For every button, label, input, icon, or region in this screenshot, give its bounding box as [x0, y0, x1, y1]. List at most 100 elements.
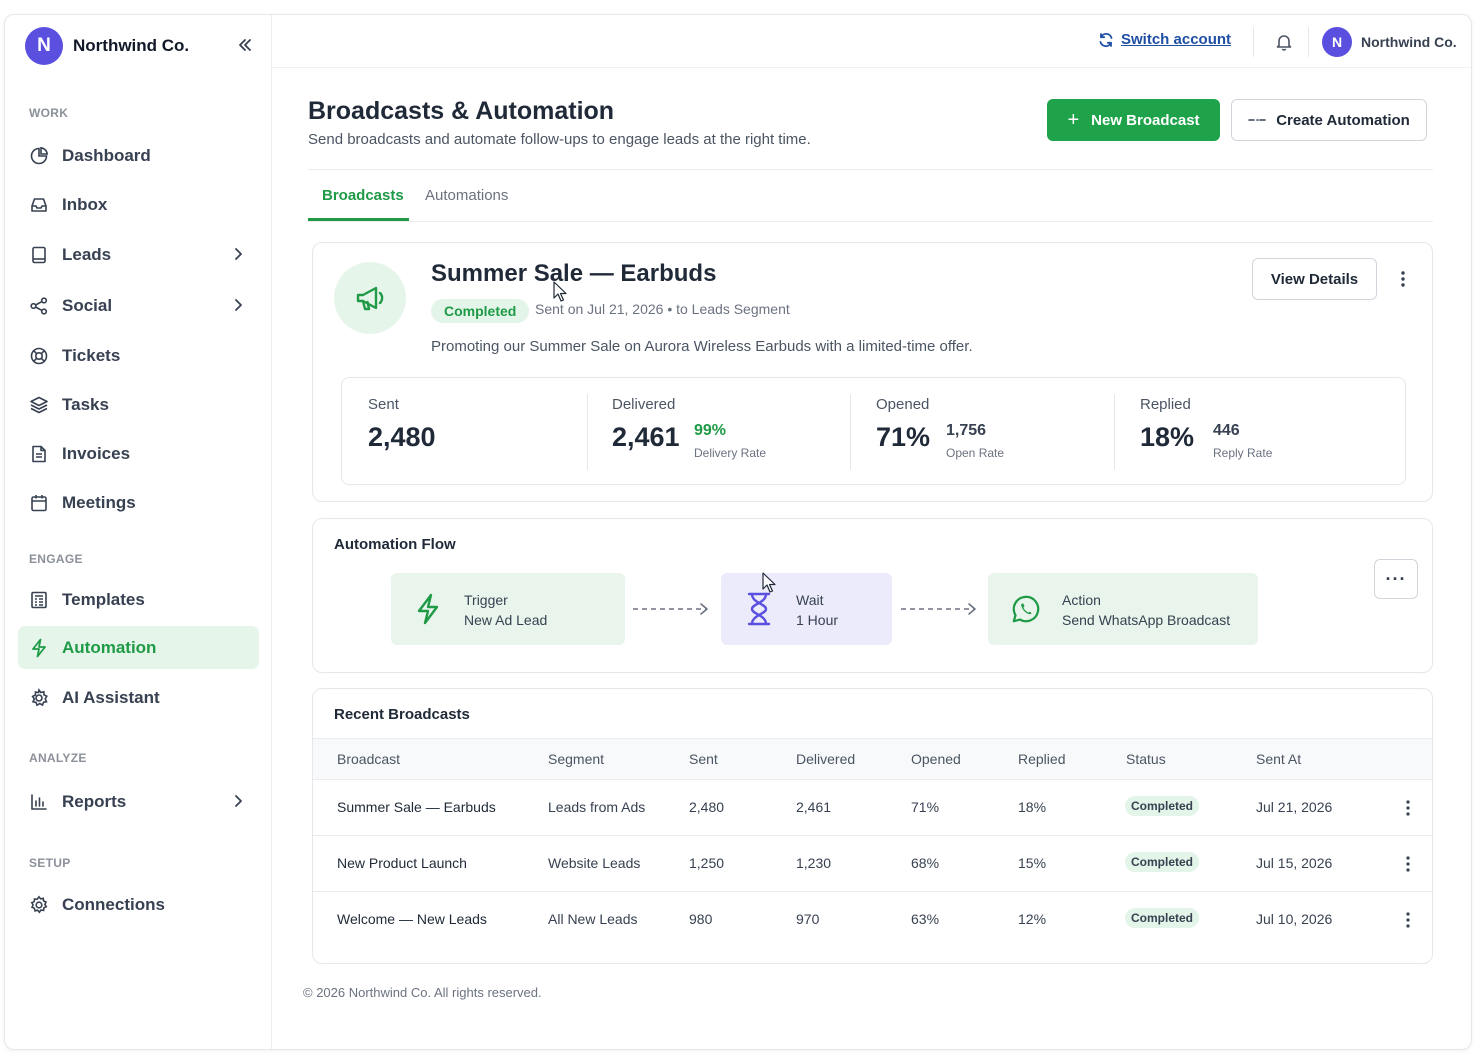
- kebab-icon: [1401, 271, 1405, 287]
- automation-flow-title: Automation Flow: [334, 536, 456, 553]
- new-broadcast-label: New Broadcast: [1091, 111, 1200, 129]
- app-window: N Northwind Co. WORK Dashboard Inbox Lea…: [4, 14, 1472, 1050]
- flow-arrow: [901, 603, 976, 615]
- collapse-sidebar-button[interactable]: [234, 34, 256, 56]
- bolt-icon: [413, 593, 443, 625]
- sidebar-item-label: Connections: [62, 894, 165, 914]
- gear-icon: [29, 894, 49, 915]
- sidebar-item-invoices[interactable]: Invoices: [18, 432, 259, 475]
- template-icon: [29, 590, 49, 610]
- flow-node-kind: Trigger: [464, 592, 508, 608]
- column-header: Status: [1126, 751, 1166, 767]
- table-row[interactable]: Summer Sale — Earbuds Leads from Ads 2,4…: [313, 780, 1432, 836]
- flow-more-button[interactable]: ···: [1374, 559, 1418, 599]
- sidebar-item-meetings[interactable]: Meetings: [18, 481, 259, 524]
- sidebar-item-tasks[interactable]: Tasks: [18, 383, 259, 426]
- more-options-button[interactable]: [1393, 267, 1413, 291]
- stat-label: Opened: [876, 396, 930, 413]
- row-more-button[interactable]: [1398, 852, 1418, 876]
- kebab-icon: [1406, 800, 1410, 816]
- row-more-button[interactable]: [1398, 908, 1418, 932]
- brand-avatar: N: [25, 27, 63, 65]
- stat-sub-caption: Delivery Rate: [694, 446, 767, 460]
- recent-broadcasts-title: Recent Broadcasts: [334, 706, 470, 723]
- sidebar-item-ai-assistant[interactable]: AI Assistant: [18, 676, 259, 719]
- tab-broadcasts[interactable]: Broadcasts: [322, 187, 404, 204]
- new-broadcast-button[interactable]: + New Broadcast: [1047, 99, 1220, 141]
- brand[interactable]: N Northwind Co.: [25, 27, 189, 65]
- book-icon: [29, 245, 49, 265]
- sidebar-item-inbox[interactable]: Inbox: [18, 183, 259, 226]
- sidebar-item-reports[interactable]: Reports: [18, 780, 259, 823]
- sidebar-item-label: Reports: [62, 791, 127, 811]
- top-bar: Switch account N Northwind Co.: [272, 15, 1471, 68]
- stat-sub-value: 1,756: [946, 422, 987, 439]
- column-header: Broadcast: [337, 751, 401, 767]
- sidebar-item-leads[interactable]: Leads: [18, 233, 259, 276]
- sidebar-item-connections[interactable]: Connections: [18, 883, 259, 926]
- flow-node-label: Send WhatsApp Broadcast: [1062, 612, 1231, 628]
- status-badge: Completed: [431, 299, 530, 323]
- cell-delivered: 1,230: [796, 855, 832, 871]
- flow-node-wait[interactable]: Wait 1 Hour: [721, 573, 892, 645]
- page-subtitle: Send broadcasts and automate follow-ups …: [308, 131, 811, 148]
- view-details-button[interactable]: View Details: [1252, 258, 1377, 300]
- stat-sub-caption: Reply Rate: [1213, 446, 1273, 460]
- megaphone-icon: [334, 262, 406, 334]
- sidebar-item-label: Inbox: [62, 194, 108, 214]
- column-header: Sent: [689, 751, 718, 767]
- whatsapp-icon: [1011, 593, 1041, 625]
- sidebar-item-label: Meetings: [62, 492, 136, 512]
- cell-replied: 15%: [1018, 855, 1047, 871]
- table-header: Broadcast Segment Sent Delivered Opened …: [313, 738, 1432, 780]
- sidebar-item-social[interactable]: Social: [18, 284, 259, 327]
- create-automation-label: Create Automation: [1276, 111, 1410, 129]
- create-automation-button[interactable]: Create Automation: [1231, 99, 1427, 141]
- broadcast-card: Summer Sale — Earbuds Completed Sent on …: [312, 242, 1433, 502]
- sidebar-item-tickets[interactable]: Tickets: [18, 334, 259, 377]
- sidebar-item-templates[interactable]: Templates: [18, 578, 259, 621]
- tab-automations[interactable]: Automations: [425, 187, 509, 204]
- stat-value: 2,480: [368, 422, 436, 452]
- cell-opened: 71%: [911, 799, 940, 815]
- cell-replied: 12%: [1018, 911, 1047, 927]
- bolt-icon: [29, 638, 49, 658]
- cell-sent: 1,250: [689, 855, 725, 871]
- status-badge: Completed: [1125, 796, 1200, 816]
- sidebar-item-label: Social: [62, 295, 113, 315]
- topbar-divider: [1253, 27, 1254, 57]
- brand-name: Northwind Co.: [73, 36, 190, 55]
- chevron-right-icon: [229, 792, 247, 810]
- active-tab-indicator: [308, 218, 409, 221]
- column-header: Delivered: [796, 751, 856, 767]
- refresh-icon: [1099, 32, 1113, 47]
- switch-account-link[interactable]: Switch account: [1098, 31, 1231, 48]
- sidebar-item-label: Tickets: [62, 345, 121, 365]
- sidebar-item-dashboard[interactable]: Dashboard: [18, 134, 259, 177]
- flow-node-action[interactable]: Action Send WhatsApp Broadcast: [988, 573, 1258, 645]
- status-badge: Completed: [1125, 852, 1200, 872]
- user-name: Northwind Co.: [1361, 34, 1457, 50]
- status-badge: Completed: [1125, 908, 1200, 928]
- row-more-button[interactable]: [1398, 796, 1418, 820]
- stat-label: Sent: [368, 396, 399, 413]
- cell-broadcast: Welcome — New Leads: [337, 911, 487, 927]
- header-divider: [308, 169, 1433, 170]
- notifications-button[interactable]: [1274, 32, 1296, 54]
- inbox-icon: [29, 195, 49, 215]
- table-row[interactable]: New Product Launch Website Leads 1,250 1…: [313, 836, 1432, 892]
- calendar-icon: [29, 493, 49, 513]
- column-header: Opened: [911, 751, 961, 767]
- user-menu[interactable]: N Northwind Co.: [1322, 27, 1457, 57]
- chevron-right-icon: [229, 296, 247, 314]
- sidebar-item-automation[interactable]: Automation: [18, 626, 259, 669]
- stat-divider: [587, 394, 588, 470]
- flow-node-text: Trigger New Ad Lead: [464, 590, 547, 630]
- flow-arrow: [633, 603, 708, 615]
- table-row[interactable]: Welcome — New Leads All New Leads 980 97…: [313, 892, 1432, 948]
- flow-icon: [1248, 119, 1266, 121]
- stat-value: 2,461: [612, 422, 680, 452]
- stat-sub-value: 99%: [694, 422, 727, 439]
- cell-broadcast: New Product Launch: [337, 855, 467, 871]
- flow-node-trigger[interactable]: Trigger New Ad Lead: [391, 573, 625, 645]
